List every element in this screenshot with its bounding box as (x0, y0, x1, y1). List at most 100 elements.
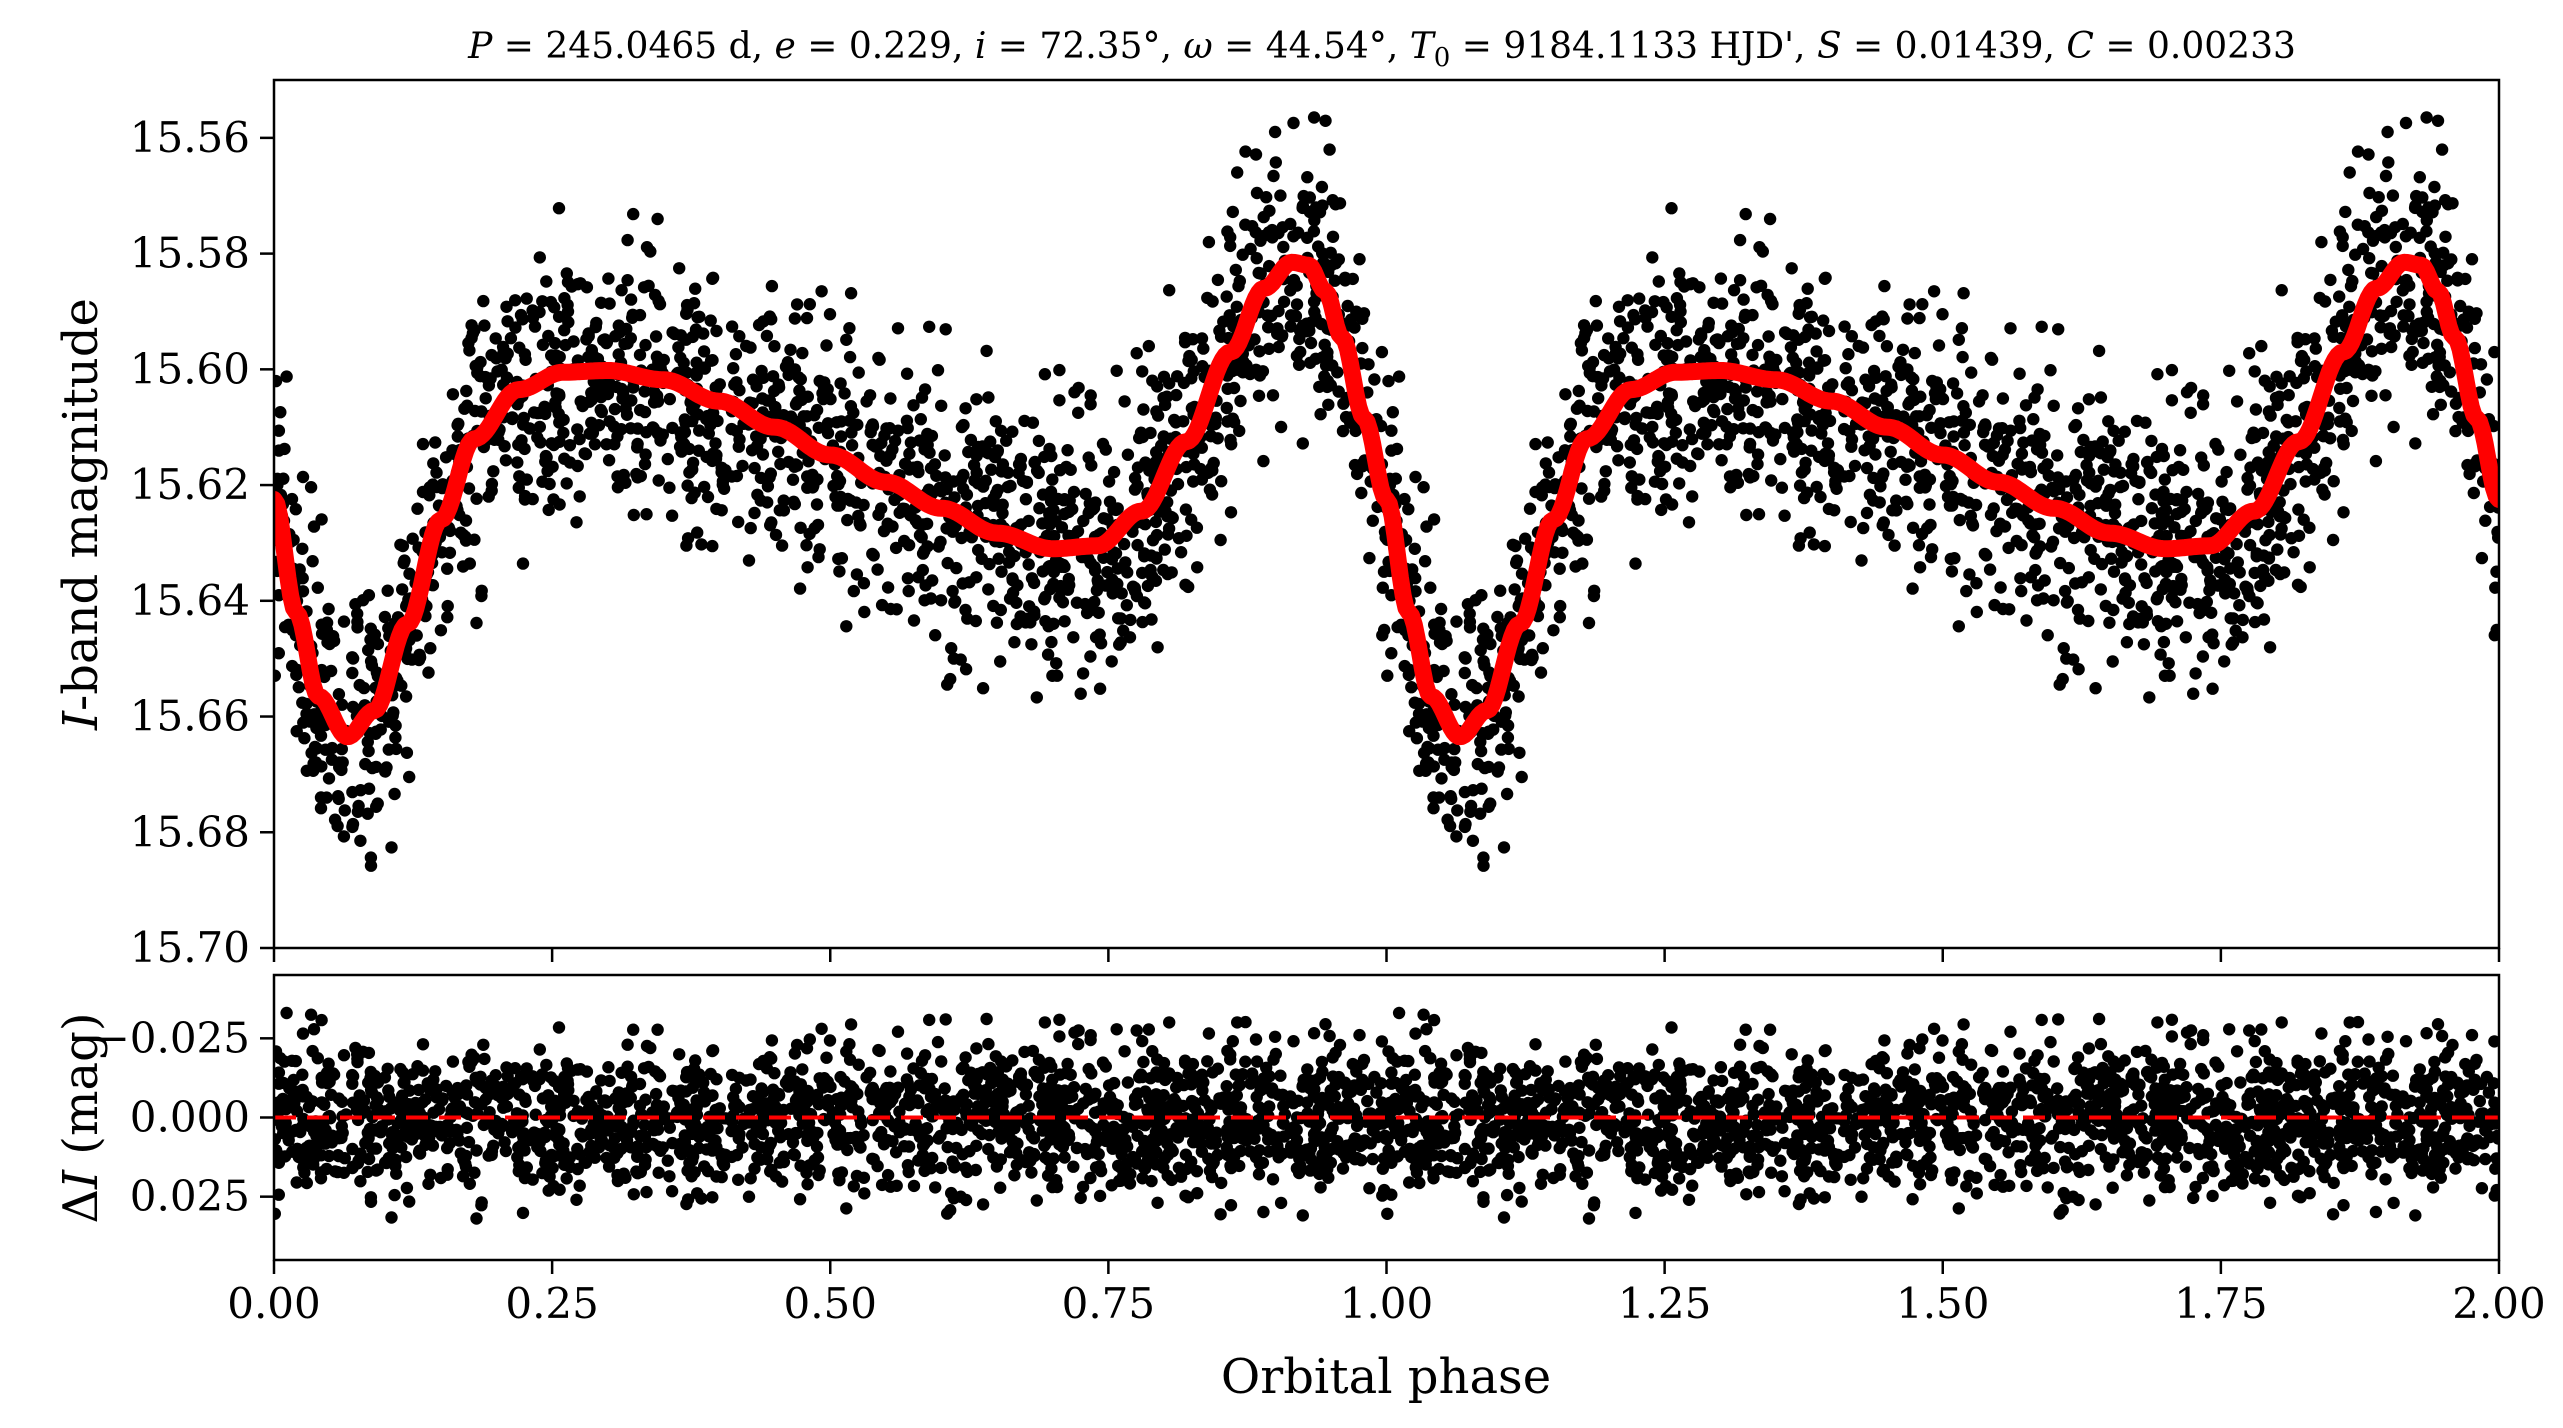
observation-point (1149, 515, 1163, 529)
observation-point (2403, 298, 2416, 311)
observation-point (2243, 347, 2256, 360)
observation-point (742, 554, 756, 567)
observation-point (725, 320, 739, 333)
observation-point (1945, 565, 1959, 578)
observation-point (1061, 444, 1074, 457)
observation-point (1107, 465, 1121, 479)
observation-point (800, 311, 814, 325)
observation-point (608, 402, 622, 416)
observation-point (1751, 385, 1764, 398)
observation-point (2004, 322, 2017, 335)
observation-point (589, 378, 603, 392)
observation-point (1144, 563, 1157, 577)
observation-point (1428, 627, 1441, 640)
observation-point (2326, 533, 2340, 547)
residual-point (1157, 1056, 1171, 1070)
observation-point (1746, 348, 1759, 362)
observation-point (1205, 488, 1219, 501)
observation-point (2318, 488, 2331, 501)
observation-point (1805, 424, 1818, 437)
observation-point (289, 503, 302, 516)
observation-point (2270, 370, 2283, 383)
residual-point (399, 1150, 413, 1164)
observation-point (1088, 564, 1102, 577)
observation-point (1742, 467, 1756, 481)
observation-point (901, 421, 914, 435)
observation-point (1205, 461, 1218, 474)
observation-point (2389, 240, 2402, 254)
observation-point (1609, 340, 1622, 354)
observation-point (1943, 416, 1956, 429)
observation-point (1226, 205, 1240, 219)
observation-point (1450, 830, 1463, 843)
residual-point (685, 1170, 698, 1183)
observation-point (1412, 707, 1426, 721)
observation-point (1157, 370, 1171, 383)
observation-point (1817, 314, 1830, 327)
observation-point (1262, 342, 1276, 355)
residual-point (1727, 1066, 1741, 1080)
observation-point (327, 634, 341, 648)
observation-point (2183, 596, 2196, 609)
observation-point (513, 470, 526, 483)
observation-point (1590, 319, 1604, 332)
observation-point (1180, 460, 1193, 474)
observation-point (1321, 374, 1335, 388)
observation-point (2015, 584, 2028, 598)
observation-point (1994, 517, 2007, 530)
observation-point (1921, 522, 1934, 535)
observation-point (2308, 473, 2321, 486)
observation-point (2275, 284, 2288, 297)
residual-point (2333, 1080, 2346, 1093)
observation-point (1296, 437, 1310, 450)
observation-point (337, 830, 351, 843)
observation-point (1629, 418, 1642, 431)
observation-point (2024, 465, 2038, 479)
observation-point (717, 482, 731, 495)
observation-point (2099, 599, 2112, 613)
observation-point (320, 616, 334, 629)
observation-point (1328, 274, 1342, 287)
observation-point (1136, 615, 1149, 629)
observation-point (1955, 414, 1969, 427)
observation-point (1810, 345, 1823, 358)
observation-point (501, 315, 514, 328)
observation-point (531, 431, 544, 444)
residual-point (475, 1199, 488, 1212)
observation-point (1727, 423, 1740, 436)
observation-point (1844, 515, 1857, 529)
observation-point (1441, 813, 1454, 826)
observation-point (1032, 466, 1045, 480)
observation-point (970, 449, 983, 462)
chart-title: P = 245.0465 d, e = 0.229, i = 72.35°, ω… (467, 26, 2296, 73)
observation-point (1477, 859, 1490, 872)
observation-point (1500, 787, 1514, 801)
observation-point (2119, 574, 2132, 587)
observation-point (1868, 392, 1882, 405)
observation-point (1316, 247, 1329, 260)
residual-point (615, 1066, 628, 1080)
residual-point (1682, 1193, 1696, 1207)
residual-point (560, 1172, 573, 1185)
residual-point (884, 1065, 897, 1078)
observation-point (1006, 574, 1019, 587)
observation-point (2254, 579, 2267, 593)
observation-point (468, 533, 481, 546)
observation-point (1657, 295, 1670, 309)
observation-point (1709, 334, 1723, 347)
observation-point (1737, 293, 1750, 306)
observation-point (364, 622, 377, 635)
observation-point (834, 430, 848, 443)
observation-point (536, 338, 550, 351)
observation-point (2118, 425, 2131, 438)
observation-point (357, 681, 371, 695)
observation-point (560, 477, 573, 490)
observation-point (733, 384, 746, 397)
observation-point (1427, 729, 1440, 742)
observation-point (526, 304, 539, 317)
observation-point (322, 772, 336, 785)
observation-point (1150, 528, 1164, 542)
residual-point (1301, 1063, 1314, 1076)
observation-point (725, 470, 738, 483)
observation-point (2030, 594, 2044, 607)
